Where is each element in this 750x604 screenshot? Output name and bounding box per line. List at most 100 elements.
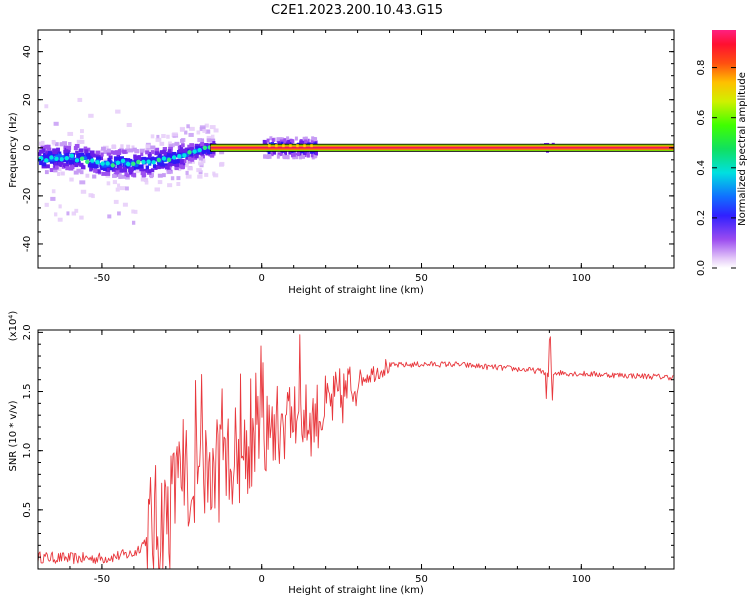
spectrogram-core-cell <box>141 173 146 178</box>
spectrogram-core-cell <box>131 145 135 150</box>
spectrogram-core-cell <box>142 168 148 173</box>
spectrogram-noise-cell <box>126 123 132 128</box>
spectrogram-core-cell <box>210 153 215 158</box>
spectrogram-core-cell <box>190 157 194 162</box>
spectrogram-core-cell <box>71 157 76 162</box>
spectrogram-core-cell <box>118 174 123 179</box>
spectrogram-core-cell <box>95 150 101 155</box>
spectrogram-segment-cell <box>306 138 310 143</box>
spectrogram-core-cell <box>41 164 47 169</box>
spectrogram-core-cell <box>115 156 121 161</box>
spectrogram-noise-cell <box>161 134 166 139</box>
spectrogram-core-cell <box>38 152 42 157</box>
spectrogram-noise-cell <box>117 211 121 216</box>
spectrogram-core-cell <box>177 151 182 156</box>
spectrogram-segment-cell <box>289 138 293 143</box>
spectrogram-core-cell <box>101 171 107 176</box>
snr-frame <box>37 329 675 570</box>
spectrogram-core-cell <box>157 154 162 159</box>
spectrogram-segment-cell <box>266 138 270 143</box>
spectrogram-core-cell <box>111 144 116 149</box>
snr-x-tick-label: -50 <box>94 574 110 585</box>
spectrogram-core-cell <box>128 148 134 153</box>
spectrogram-ridge-dot <box>131 161 136 166</box>
spectrogram-core-cell <box>93 164 98 169</box>
spectrogram-segment-cell <box>284 155 288 160</box>
spectrogram-core-cell <box>64 149 69 154</box>
spectrogram-ridge-dot <box>49 155 54 160</box>
spectrogram-core-cell <box>189 152 194 157</box>
spectrogram-core-cell <box>125 158 131 163</box>
spectrogram-ridge-dot <box>59 157 64 162</box>
spectrogram-core-cell <box>103 166 109 171</box>
spectrogram-ridge-dot <box>95 160 100 165</box>
snr-plot-area <box>38 330 674 569</box>
spectrogram-segment-cell <box>286 155 290 160</box>
spectrogram-segment-cell <box>311 136 315 141</box>
spectrogram-y-tick-label: -40 <box>22 236 33 252</box>
spectrogram-segment-cell <box>280 151 284 156</box>
spectrogram-segment-cell <box>299 140 303 145</box>
spectrogram-core-cell <box>46 164 50 169</box>
spectrogram-core-cell <box>58 161 62 166</box>
spectrogram-core-cell <box>151 145 156 150</box>
spectrogram-noise-cell <box>79 180 86 185</box>
spectrogram-noise-cell <box>67 131 74 136</box>
spectrogram-noise-cell <box>88 113 94 118</box>
spectrogram-core-cell <box>44 170 49 175</box>
spectrogram-segment-cell <box>269 136 273 141</box>
spectrogram-core-cell <box>53 168 58 173</box>
spectrogram-core-cell <box>114 167 119 172</box>
spectrogram-core-cell <box>41 162 47 167</box>
spectrogram-core-cell <box>68 166 74 171</box>
spectrogram-core-cell <box>79 139 85 144</box>
spectrogram-core-cell <box>58 153 62 158</box>
spectrogram-noise-cell <box>57 217 63 222</box>
spectrogram-hot-cell <box>310 144 313 148</box>
spectrogram-noise-cell <box>80 189 87 194</box>
colorbar-tick-label: 0.0 <box>696 260 707 276</box>
spectrogram-segment-cell <box>276 154 280 159</box>
spectrogram-core-cell <box>150 168 155 173</box>
spectrogram-core-cell <box>174 159 179 164</box>
spectrogram-noise-cell <box>74 208 79 213</box>
spectrogram-core-cell <box>106 168 111 173</box>
spectrogram-ridge-dot <box>192 149 197 154</box>
spectrogram-core-cell <box>162 147 167 152</box>
spectrogram-core-cell <box>91 164 95 169</box>
spectrogram-core-cell <box>150 150 155 155</box>
spectrogram-segment-cell <box>295 155 299 160</box>
spectrogram-hot-cell <box>282 144 285 148</box>
spectrogram-core-cell <box>39 161 43 166</box>
spectrogram-core-cell <box>152 157 157 162</box>
spectrogram-core-cell <box>80 164 85 169</box>
spectrogram-core-cell <box>78 148 84 153</box>
spectrogram-noise-cell <box>102 158 108 163</box>
spectrogram-noise-cell <box>44 202 49 207</box>
spectrogram-noise-cell <box>172 132 178 137</box>
spectrogram-ridge-dot <box>74 158 80 163</box>
spectrogram-noise-cell <box>197 138 202 143</box>
snr-x-ticks: -50 0 50 100 <box>37 330 646 585</box>
spectrogram-core-cell <box>148 161 152 166</box>
spectrogram-noise-cell <box>197 161 204 166</box>
spectrogram-core-cell <box>106 151 111 156</box>
spectrogram-core-cell <box>124 172 128 177</box>
spectrogram-core-cell <box>154 147 160 152</box>
spectrogram-core-cell <box>206 143 212 148</box>
spectrogram-core-cell <box>128 167 134 172</box>
spectrogram-core-cell <box>184 163 189 168</box>
spectrogram-core-cell <box>48 151 52 156</box>
spectrogram-core-cell <box>90 160 95 165</box>
spectrogram-core-cell <box>140 177 146 182</box>
spectrogram-core-cell <box>79 162 84 167</box>
spectrogram-ridge-dot <box>141 159 146 165</box>
spectrogram-ridge-dot <box>187 150 192 155</box>
spectrogram-core-cell <box>57 171 61 176</box>
spectrogram-core-cell <box>119 168 124 173</box>
spectrogram-core-cell <box>118 163 122 168</box>
spectrogram-core-cell <box>73 146 78 151</box>
spectrogram-core-cell <box>62 141 68 146</box>
spectrogram-noise-cell <box>79 215 84 220</box>
spectrogram-core-cell <box>115 170 120 175</box>
